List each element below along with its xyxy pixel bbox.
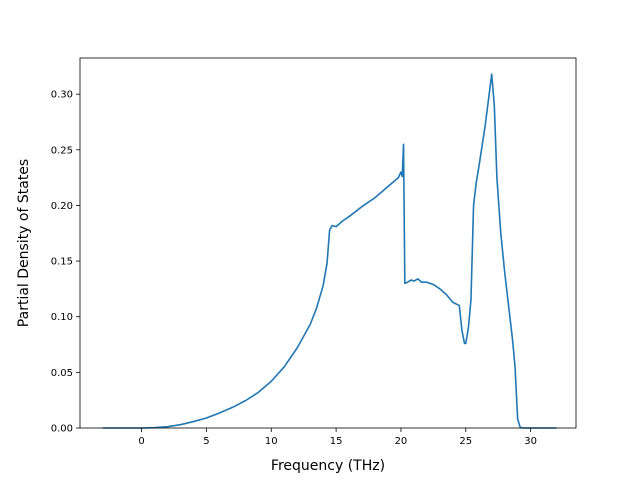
x-tick-label: 20	[395, 436, 408, 447]
x-axis-ticks: 0 5 10 15 20 25 30	[138, 428, 537, 447]
y-tick-label: 0.25	[51, 145, 73, 156]
axes-frame	[79, 57, 577, 429]
y-tick-label: 0.10	[51, 312, 73, 323]
y-tick-label: 0.00	[51, 424, 73, 435]
x-axis-label: Frequency (THz)	[271, 458, 385, 474]
x-tick-label: 15	[330, 436, 343, 447]
y-tick-label: 0.30	[51, 90, 73, 101]
x-tick-label: 25	[459, 436, 472, 447]
x-tick-label: 30	[524, 436, 537, 447]
x-tick-label: 10	[265, 436, 278, 447]
x-tick-label: 5	[203, 436, 209, 447]
y-tick-label: 0.20	[51, 201, 73, 212]
y-tick-label: 0.05	[51, 368, 73, 379]
y-axis-label: Partial Density of States	[16, 159, 32, 327]
y-axis-ticks: 0.00 0.05 0.10 0.15 0.20 0.25 0.30	[51, 90, 80, 435]
y-tick-label: 0.15	[51, 257, 73, 268]
x-tick-label: 0	[138, 436, 144, 447]
series-line	[102, 73, 557, 429]
